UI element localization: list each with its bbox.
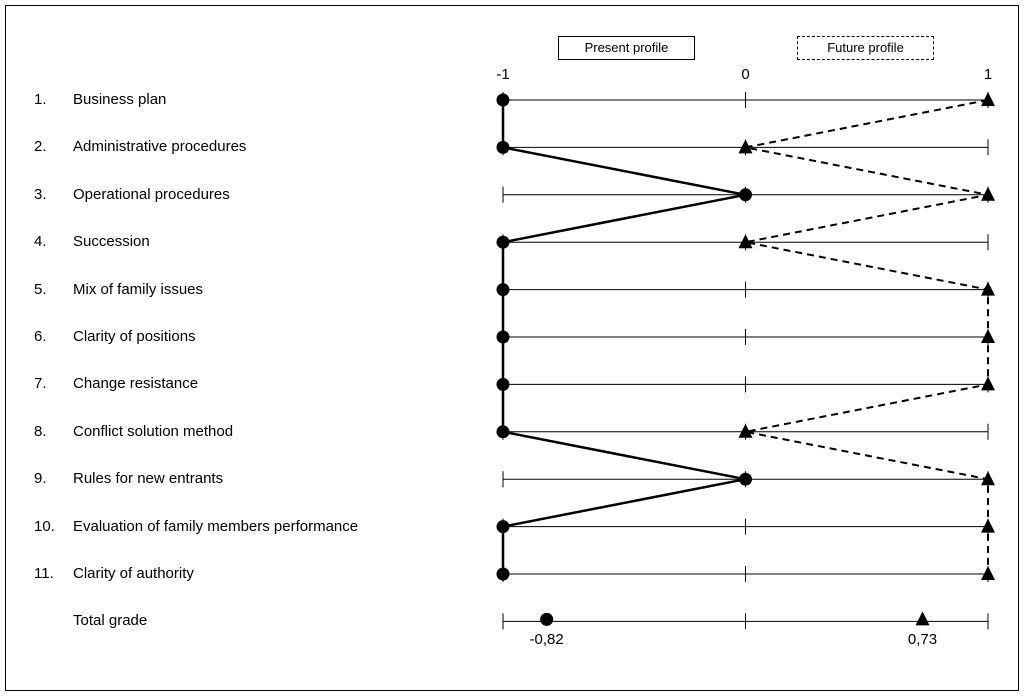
future-marker [738, 139, 753, 154]
total-present-marker [540, 612, 554, 626]
present-marker [496, 93, 510, 107]
future-marker [981, 92, 995, 106]
present-marker [739, 188, 752, 202]
chart-frame [5, 5, 1019, 691]
future-marker [981, 376, 995, 391]
criterion-label: Evaluation of family members performance [73, 517, 359, 535]
criterion-number: 5. [34, 280, 47, 298]
criterion-number: 4. [34, 233, 47, 251]
criterion-label: Rules for new entrants [73, 470, 224, 488]
future-marker [738, 423, 753, 438]
criterion-number: 10. [34, 517, 55, 535]
criterion-number: 6. [34, 328, 47, 345]
total-present-value: -0,82 [529, 631, 564, 649]
future-marker [981, 186, 995, 201]
criterion-label: Operational procedures [73, 185, 230, 203]
present-marker [739, 472, 752, 486]
criterion-number: 1. [34, 91, 47, 108]
future-marker [738, 234, 753, 249]
present-marker [496, 377, 510, 391]
legend-present-profile: Present profile [558, 36, 695, 60]
criterion-number: 8. [34, 422, 47, 440]
criterion-label: Business plan [73, 91, 167, 108]
criterion-number: 11. [34, 565, 54, 582]
future-marker [981, 281, 995, 296]
tick-label: 0 [741, 66, 750, 83]
present-marker [496, 330, 510, 344]
criterion-number: 3. [34, 185, 47, 203]
future-marker [981, 471, 995, 486]
present-marker [496, 283, 510, 297]
criterion-number: 7. [34, 375, 47, 393]
present-marker [496, 520, 510, 534]
total-future-value: 0,73 [907, 631, 938, 649]
tick-label: 1 [983, 66, 993, 83]
criterion-label: Succession [73, 233, 150, 251]
criterion-number: 9. [34, 470, 47, 488]
future-marker [981, 329, 995, 343]
criterion-label: Administrative procedures [73, 138, 247, 156]
criterion-label: Clarity of positions [73, 328, 196, 345]
present-marker [496, 235, 510, 249]
total-future-marker [915, 611, 930, 626]
criterion-label: Clarity of authority [73, 565, 194, 582]
criterion-label: Conflict solution method [73, 422, 234, 440]
present-marker [496, 140, 510, 154]
total-grade-label: Total grade [73, 612, 148, 630]
criterion-number: 2. [34, 138, 47, 156]
criterion-label: Mix of family issues [73, 280, 204, 298]
future-marker [981, 518, 995, 533]
present-marker [496, 567, 510, 581]
future-marker [981, 566, 995, 580]
present-marker [496, 425, 510, 439]
legend-future-profile: Future profile [797, 36, 934, 60]
criterion-label: Change resistance [73, 375, 199, 393]
tick-label: -1 [496, 66, 510, 83]
